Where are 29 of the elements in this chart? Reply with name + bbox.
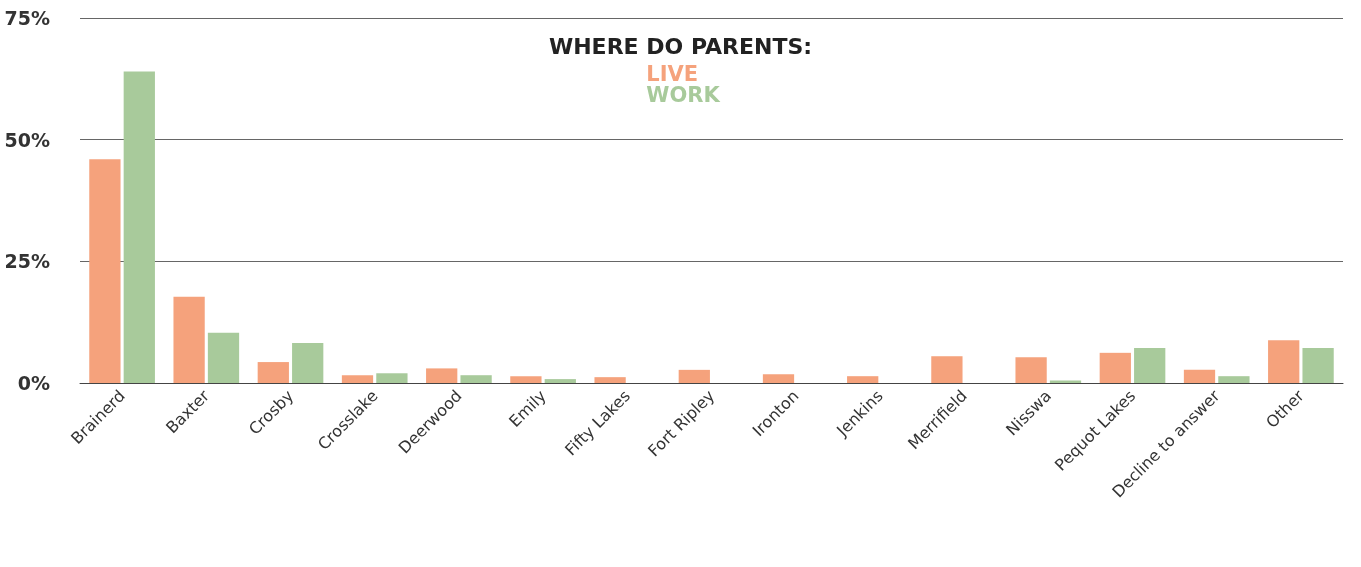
bar [1218, 376, 1250, 383]
bar [426, 368, 458, 383]
text: WHERE DO PARENTS: [548, 33, 813, 59]
bar [292, 343, 324, 383]
bar [173, 296, 205, 383]
bar [341, 375, 374, 383]
bar [594, 377, 626, 383]
bar [123, 71, 155, 383]
bar [1099, 352, 1131, 383]
bar [678, 369, 710, 383]
y-tick-label: 50% [4, 128, 50, 151]
bar [1302, 347, 1334, 383]
bar [847, 376, 879, 383]
bar [207, 332, 240, 383]
bar [1268, 340, 1300, 383]
bar [510, 376, 542, 383]
bar [762, 374, 795, 383]
y-tick-label: 25% [4, 250, 50, 273]
bar [376, 373, 408, 383]
bar [257, 362, 289, 383]
bar [931, 356, 963, 383]
bar [544, 379, 576, 383]
bar [89, 159, 121, 383]
bar [460, 375, 492, 383]
y-tick-label: 75% [4, 7, 50, 29]
bar [1134, 347, 1166, 383]
bar [1183, 369, 1216, 383]
bar [1015, 357, 1047, 383]
y-tick-label: 0% [17, 372, 50, 394]
